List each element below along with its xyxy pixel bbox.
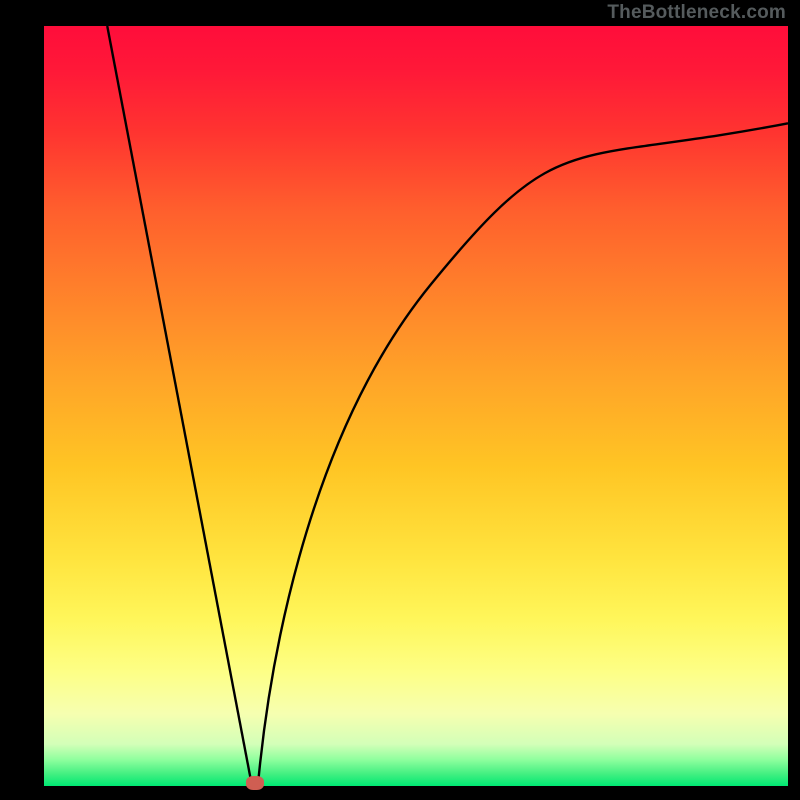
- curve-right-branch: [258, 123, 788, 781]
- curve-left-branch: [107, 26, 251, 780]
- watermark-text: TheBottleneck.com: [607, 2, 786, 24]
- chart-container: TheBottleneck.com: [0, 0, 800, 800]
- plot-area: [44, 26, 788, 786]
- optimal-point-marker: [246, 776, 264, 790]
- bottleneck-curve: [44, 26, 788, 786]
